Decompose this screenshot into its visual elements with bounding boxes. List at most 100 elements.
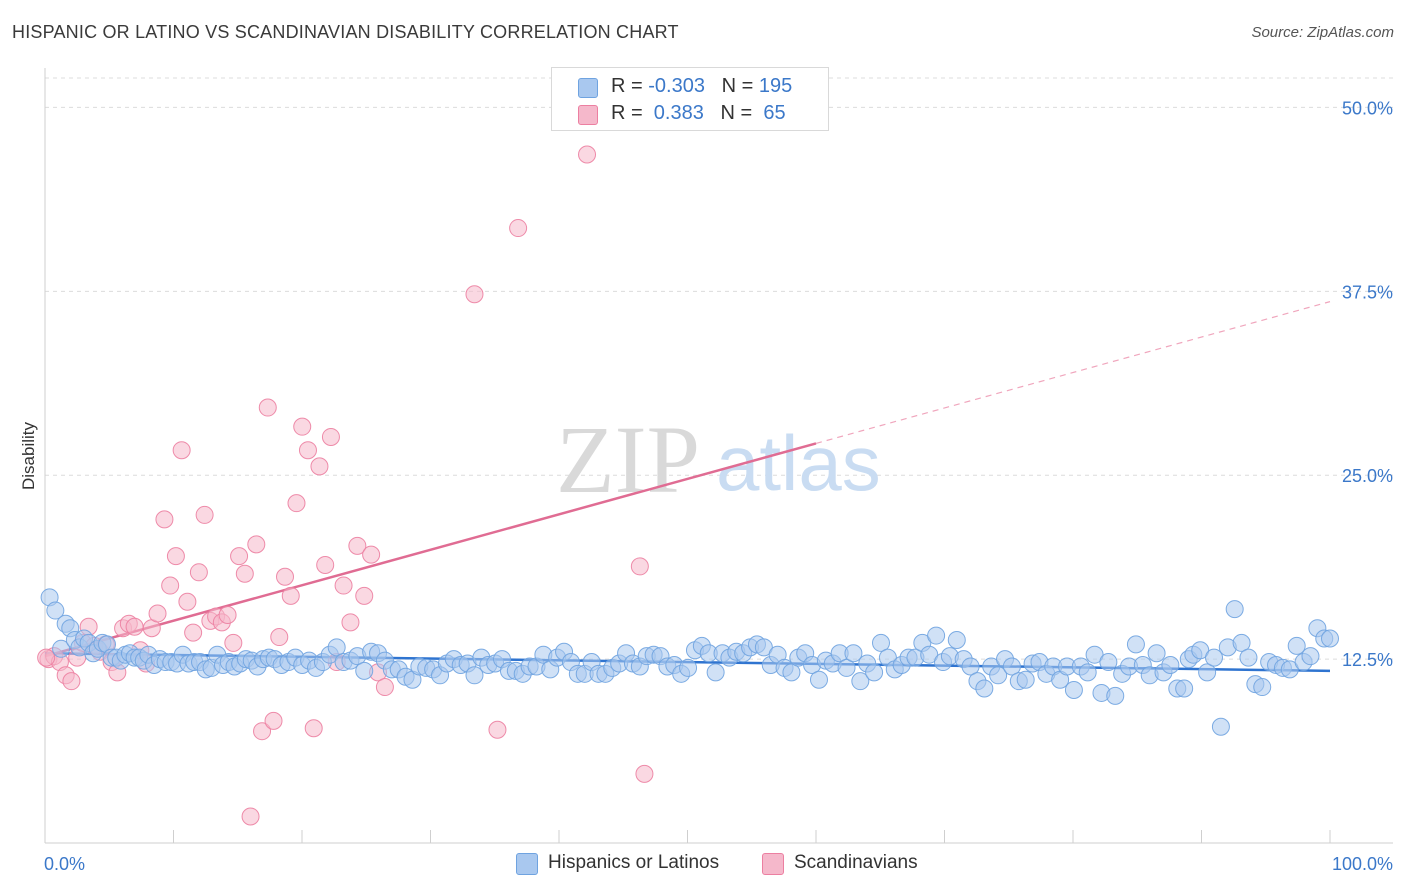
scandinavian-point bbox=[334, 576, 353, 595]
hispanic-point bbox=[1280, 660, 1299, 679]
legend-r-value: -0.303 bbox=[648, 75, 705, 97]
scandinavian-point bbox=[304, 719, 323, 738]
source-label: Source: ZipAtlas.com bbox=[1251, 24, 1394, 41]
legend-r-value: 0.383 bbox=[648, 102, 704, 124]
hispanic-point bbox=[920, 645, 939, 664]
hispanic-point bbox=[1175, 679, 1194, 698]
scandinavian-point bbox=[125, 617, 144, 636]
hispanic-point bbox=[1287, 636, 1306, 655]
legend-r-label: R = bbox=[611, 75, 649, 97]
scandinavian-point bbox=[247, 535, 266, 554]
hispanic-point bbox=[1106, 686, 1125, 705]
scandinavian-point bbox=[509, 219, 528, 238]
hispanic-point bbox=[1198, 663, 1217, 682]
hispanic-point bbox=[327, 638, 346, 657]
scandinavian-point bbox=[172, 441, 191, 460]
hispanic-legend-swatch bbox=[516, 853, 538, 875]
hispanic-point bbox=[1085, 645, 1104, 664]
scandinavian-point bbox=[287, 494, 306, 513]
scandinavian-point bbox=[224, 633, 243, 652]
scandinavian-point bbox=[189, 563, 208, 582]
hispanic-point bbox=[927, 626, 946, 645]
scandinavian-point bbox=[258, 398, 277, 417]
y-tick-label: 50.0% bbox=[1342, 98, 1393, 118]
hispanic-point bbox=[679, 658, 698, 677]
hispanic-swatch bbox=[578, 78, 598, 98]
data-points bbox=[37, 145, 1339, 826]
scandinavian-point bbox=[161, 576, 180, 595]
scandinavian-point bbox=[155, 510, 174, 529]
scandinavian-point bbox=[62, 672, 81, 691]
scandinavian-swatch bbox=[578, 105, 598, 125]
legend-n-label: N = bbox=[721, 75, 759, 97]
scandinavian-point bbox=[37, 648, 56, 667]
hispanic-point bbox=[1232, 633, 1251, 652]
hispanic-point bbox=[1253, 678, 1272, 697]
scandinavian-point bbox=[148, 604, 167, 623]
hispanic-point bbox=[975, 679, 994, 698]
scandinavian-point bbox=[348, 536, 367, 555]
legend-r-label: R = bbox=[611, 102, 649, 124]
hispanic-point bbox=[851, 672, 870, 691]
hispanic-point bbox=[754, 638, 773, 657]
scandinavian-point bbox=[375, 678, 394, 697]
scandinavian-trend-line bbox=[44, 442, 817, 658]
scandinavian-point bbox=[184, 623, 203, 642]
hispanic-point bbox=[1099, 653, 1118, 672]
y-axis-label: Disability bbox=[19, 421, 38, 490]
scandinavian-point bbox=[298, 441, 317, 460]
hispanic-point bbox=[355, 661, 374, 680]
scandinavian-point bbox=[316, 555, 335, 574]
y-tick-label: 25.0% bbox=[1342, 466, 1393, 486]
watermark: ZIP atlas bbox=[556, 406, 881, 513]
hispanic-point bbox=[837, 658, 856, 677]
tick-labels: Disability 12.5% 25.0% 37.5% 50.0% 0.0% 100.0% bbox=[19, 98, 1393, 874]
hispanic-point bbox=[1191, 641, 1210, 660]
hispanic-point bbox=[961, 657, 980, 676]
x-tick-label: 0.0% bbox=[44, 854, 85, 874]
correlation-legend: R = -0.303 N = 195 R = 0.383 N = 65 bbox=[551, 67, 829, 131]
scandinavian-point bbox=[362, 545, 381, 564]
hispanic-point bbox=[52, 639, 71, 658]
hispanic-point bbox=[1225, 600, 1244, 619]
scandinavian-trend-line-extension bbox=[815, 301, 1331, 445]
y-tick-label: 12.5% bbox=[1342, 650, 1393, 670]
x-tick-label: 100.0% bbox=[1332, 854, 1393, 874]
hispanic-point bbox=[865, 663, 884, 682]
scandinavian-point bbox=[166, 547, 185, 566]
hispanic-point bbox=[1301, 647, 1320, 666]
chart-title: HISPANIC OR LATINO VS SCANDINAVIAN DISAB… bbox=[12, 22, 679, 42]
hispanic-legend-label: Hispanics or Latinos bbox=[548, 852, 720, 873]
hispanic-point bbox=[782, 663, 801, 682]
scandinavian-point bbox=[270, 628, 289, 647]
hispanic-point bbox=[1126, 635, 1145, 654]
scandinavian-point bbox=[218, 605, 237, 624]
hispanic-point bbox=[465, 666, 484, 685]
hispanic-point bbox=[1016, 670, 1035, 689]
scandinavian-point bbox=[281, 586, 300, 605]
hispanic-point bbox=[1161, 655, 1180, 674]
scandinavian-point bbox=[230, 547, 249, 566]
scandinavian-point bbox=[578, 145, 597, 164]
scandinavian-point bbox=[178, 592, 197, 611]
legend-n-value: 65 bbox=[757, 102, 786, 124]
scandinavian-point bbox=[341, 613, 360, 632]
scandinavian-point bbox=[635, 764, 654, 783]
hispanic-point bbox=[1147, 644, 1166, 663]
scandinavian-point bbox=[355, 586, 374, 605]
legend-n-label: N = bbox=[720, 102, 758, 124]
scandinavian-point bbox=[264, 711, 283, 730]
hispanic-point bbox=[989, 666, 1008, 685]
hispanic-point bbox=[1064, 681, 1083, 699]
watermark-zip: ZIP bbox=[556, 406, 700, 513]
scandinavian-point bbox=[630, 557, 649, 576]
hispanic-point bbox=[1205, 648, 1224, 667]
scandinavian-point bbox=[321, 427, 340, 446]
hispanic-point bbox=[1211, 717, 1230, 736]
y-tick-label: 37.5% bbox=[1342, 282, 1393, 302]
scandinavian-point bbox=[241, 807, 260, 826]
scandinavian-point bbox=[195, 505, 214, 524]
hispanic-point bbox=[1078, 663, 1097, 682]
scandinavian-point bbox=[276, 567, 295, 586]
